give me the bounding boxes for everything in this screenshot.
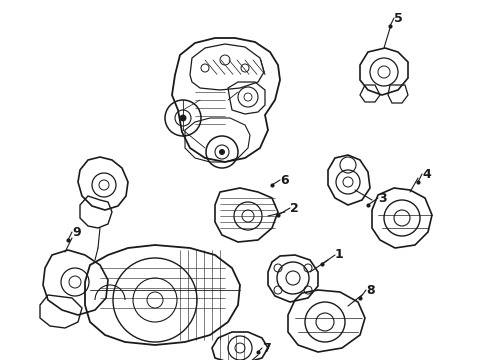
Text: 7: 7 bbox=[262, 342, 271, 355]
Circle shape bbox=[220, 149, 224, 154]
Text: 6: 6 bbox=[280, 174, 289, 186]
Text: 1: 1 bbox=[335, 248, 344, 261]
Text: 5: 5 bbox=[394, 12, 403, 24]
Text: 8: 8 bbox=[366, 284, 375, 297]
Text: 2: 2 bbox=[290, 202, 299, 215]
Text: 9: 9 bbox=[72, 225, 81, 238]
Text: 4: 4 bbox=[422, 167, 431, 180]
Circle shape bbox=[180, 115, 186, 121]
Text: 3: 3 bbox=[378, 192, 387, 204]
